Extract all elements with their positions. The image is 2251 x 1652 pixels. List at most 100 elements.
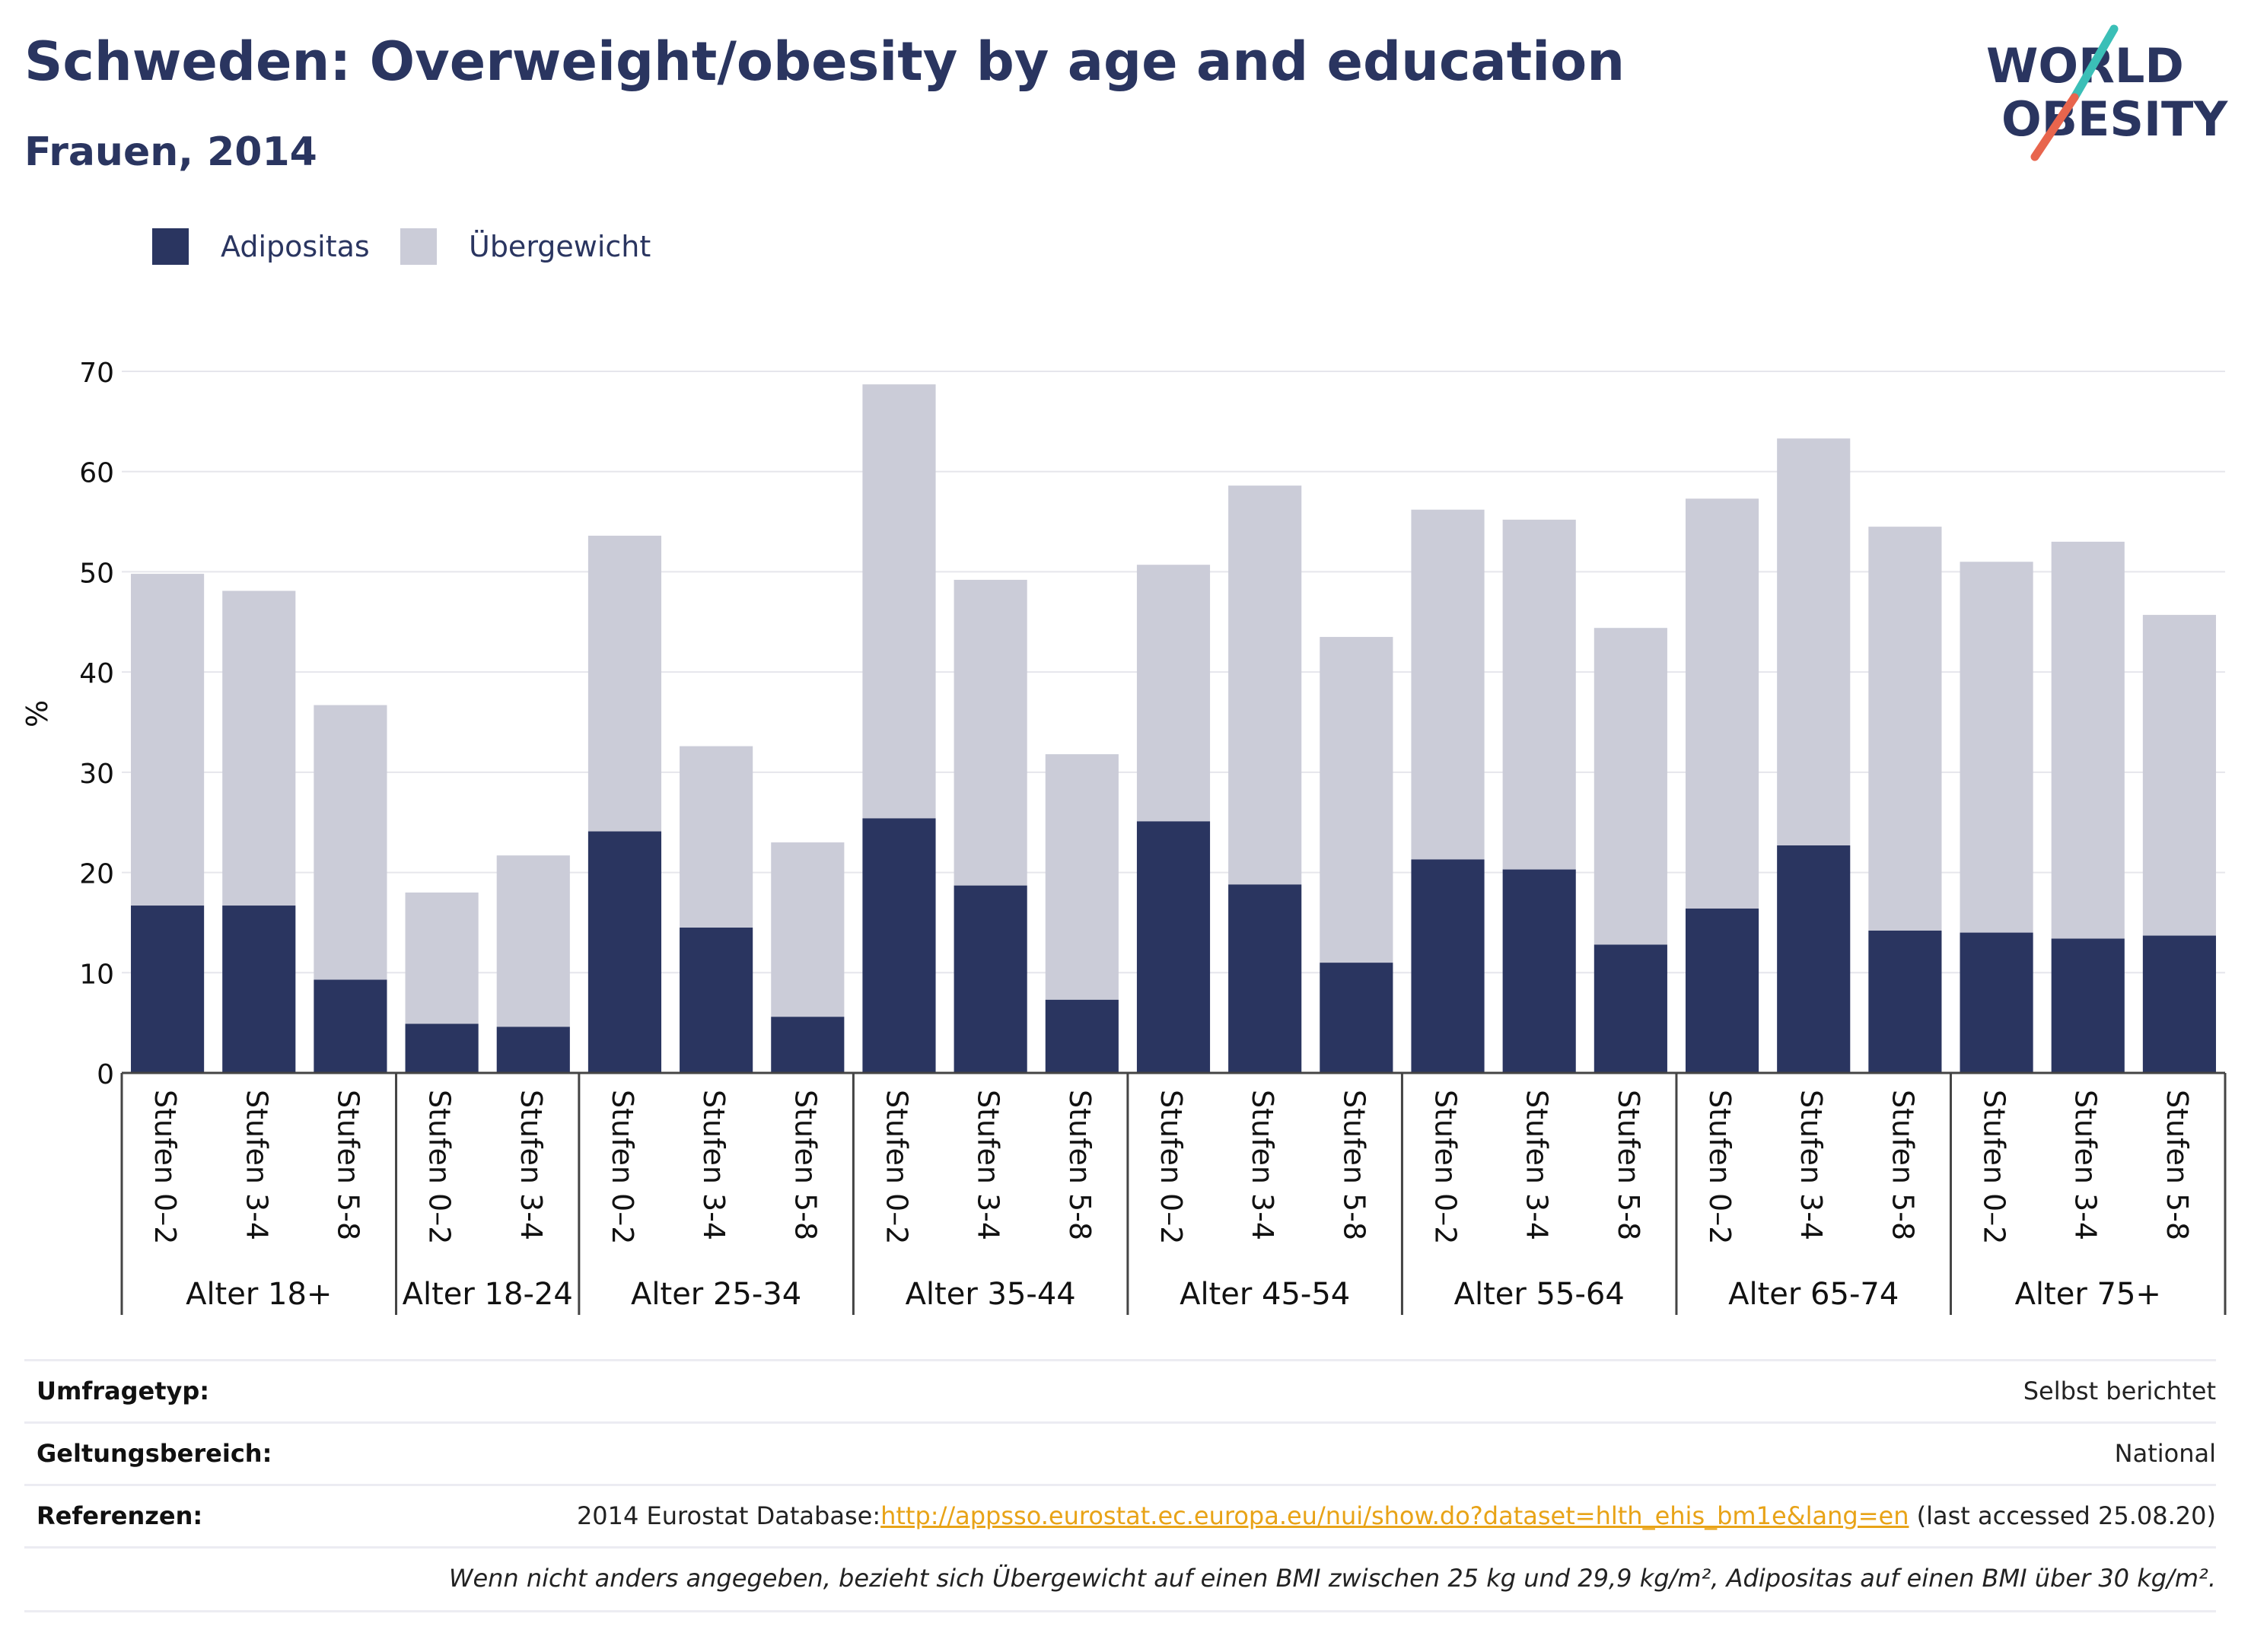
bar-uebergewicht bbox=[2142, 615, 2216, 936]
y-tick-label: 40 bbox=[79, 658, 114, 689]
bar-uebergewicht bbox=[1136, 565, 1211, 822]
y-tick-label: 60 bbox=[79, 458, 114, 489]
x-tick-label: Stufen 3-4 bbox=[2069, 1090, 2103, 1240]
x-group-label: Alter 65-74 bbox=[1728, 1277, 1899, 1312]
x-tick-label: Stufen 5-8 bbox=[788, 1090, 822, 1240]
bar-uebergewicht bbox=[1320, 637, 1393, 963]
bar-uebergewicht bbox=[680, 746, 753, 928]
reference-prefix: 2014 Eurostat Database: bbox=[576, 1501, 881, 1530]
y-axis-title: % bbox=[21, 700, 54, 727]
x-tick-label: Stufen 3-4 bbox=[240, 1090, 273, 1240]
x-tick-label: Stufen 5-8 bbox=[2160, 1090, 2194, 1240]
legend-swatch-uebergewicht bbox=[400, 228, 437, 265]
x-tick-label: Stufen 0–2 bbox=[606, 1090, 639, 1244]
x-group-label: Alter 75+ bbox=[2015, 1277, 2161, 1312]
x-group-label: Alter 18+ bbox=[186, 1277, 332, 1312]
x-tick-label: Stufen 0–2 bbox=[1429, 1090, 1463, 1244]
bar-adipositas bbox=[1685, 908, 1759, 1073]
bar-adipositas bbox=[2051, 938, 2125, 1073]
x-tick-label: Stufen 5-8 bbox=[331, 1090, 365, 1240]
bar-uebergewicht bbox=[405, 892, 479, 1024]
bar-chart: 0 10 20 30 40 50 60 70 Stufen 0–2 Stufen 3-4 Stuf… bbox=[21, 358, 2227, 1315]
x-tick-label: Stufen 3-4 bbox=[1520, 1090, 1554, 1240]
info-row-scope: Geltungsbereich: National bbox=[24, 1421, 2216, 1486]
bar-adipositas bbox=[222, 906, 296, 1073]
bar-uebergewicht bbox=[1960, 562, 2033, 933]
bar-uebergewicht bbox=[954, 579, 1027, 886]
reference-link[interactable]: http://appsso.eurostat.ec.europa.eu/nui/… bbox=[880, 1501, 1909, 1530]
x-tick-label: Stufen 0–2 bbox=[148, 1090, 182, 1244]
info-value-scope: National bbox=[2114, 1439, 2216, 1468]
x-group-label: Alter 18-24 bbox=[403, 1277, 573, 1312]
bar-adipositas bbox=[1777, 845, 1851, 1073]
bar-adipositas bbox=[496, 1027, 570, 1073]
info-table-bottom-border bbox=[24, 1610, 2216, 1612]
info-row-note: Wenn nicht anders angegeben, bezieht sic… bbox=[24, 1546, 2216, 1611]
y-tick-label: 30 bbox=[79, 759, 114, 790]
x-axis bbox=[120, 1071, 2227, 1315]
logo-line2: OBESITY bbox=[2001, 91, 2228, 147]
bar-uebergewicht bbox=[1411, 509, 1485, 860]
info-row-references: Referenzen: 2014 Eurostat Database:http:… bbox=[24, 1484, 2216, 1549]
x-tick-label: Stufen 0–2 bbox=[423, 1090, 457, 1244]
x-group-label: Alter 45-54 bbox=[1180, 1277, 1350, 1312]
info-value-survey-type: Selbst berichtet bbox=[2023, 1377, 2216, 1405]
bar-adipositas bbox=[954, 885, 1027, 1073]
x-tick-label: Stufen 0–2 bbox=[1154, 1090, 1188, 1244]
bars bbox=[131, 384, 2216, 1073]
bar-uebergewicht bbox=[314, 705, 387, 980]
bar-adipositas bbox=[1960, 932, 2033, 1073]
bar-adipositas bbox=[131, 906, 205, 1073]
bar-uebergewicht bbox=[771, 842, 845, 1017]
bar-uebergewicht bbox=[1685, 498, 1759, 909]
x-tick-label: Stufen 5-8 bbox=[1063, 1090, 1097, 1240]
bar-adipositas bbox=[862, 818, 936, 1073]
y-tick-label: 10 bbox=[79, 959, 114, 990]
x-tick-label: Stufen 0–2 bbox=[1703, 1090, 1737, 1244]
bmi-definition-note: Wenn nicht anders angegeben, bezieht sic… bbox=[448, 1564, 2216, 1593]
bar-uebergewicht bbox=[587, 536, 662, 832]
y-tick-label: 0 bbox=[97, 1059, 114, 1090]
bar-uebergewicht bbox=[2051, 541, 2125, 939]
bar-adipositas bbox=[405, 1023, 479, 1073]
logo-slash-bottom bbox=[2030, 93, 2079, 161]
x-tick-label: Stufen 0–2 bbox=[880, 1090, 913, 1244]
x-tick-label: Stufen 5-8 bbox=[1337, 1090, 1371, 1240]
info-label-survey-type: Umfragetyp: bbox=[37, 1377, 210, 1405]
x-group-label: Alter 55-64 bbox=[1454, 1277, 1625, 1312]
bar-adipositas bbox=[1868, 930, 1942, 1073]
x-group-label: Alter 35-44 bbox=[906, 1277, 1076, 1312]
legend-label-uebergewicht: Übergewicht bbox=[469, 230, 651, 263]
y-tick-label: 50 bbox=[79, 558, 114, 589]
bar-uebergewicht bbox=[1502, 519, 1576, 870]
bar-adipositas bbox=[1136, 821, 1211, 1073]
bar-adipositas bbox=[1411, 859, 1485, 1073]
bar-uebergewicht bbox=[131, 574, 205, 906]
y-tick-label: 20 bbox=[79, 859, 114, 890]
reference-suffix: (last accessed 25.08.20) bbox=[1909, 1501, 2216, 1530]
bar-uebergewicht bbox=[1594, 628, 1667, 945]
y-tick-labels: 0 10 20 30 40 50 60 70 bbox=[79, 358, 114, 1090]
legend-item-uebergewicht[interactable]: Übergewicht bbox=[400, 225, 651, 268]
bar-adipositas bbox=[587, 831, 662, 1073]
bar-adipositas bbox=[1045, 999, 1119, 1073]
legend-item-adipositas[interactable]: Adipositas bbox=[152, 225, 370, 268]
bar-adipositas bbox=[1502, 869, 1576, 1073]
bar-adipositas bbox=[1228, 884, 1302, 1073]
bar-uebergewicht bbox=[496, 855, 570, 1027]
y-tick-label: 70 bbox=[79, 358, 114, 389]
x-tick-label: Stufen 3-4 bbox=[972, 1090, 1005, 1240]
info-row-survey-type: Umfragetyp: Selbst berichtet bbox=[24, 1359, 2216, 1424]
bar-adipositas bbox=[1594, 944, 1667, 1073]
chart-title: Schweden: Overweight/obesity by age and … bbox=[24, 30, 1625, 93]
bar-adipositas bbox=[680, 928, 753, 1073]
legend-swatch-adipositas bbox=[152, 228, 189, 265]
info-label-references: Referenzen: bbox=[37, 1501, 203, 1530]
info-value-references: 2014 Eurostat Database:http://appsso.eur… bbox=[577, 1501, 2216, 1530]
world-obesity-logo: WORLD OBESITY bbox=[1986, 24, 2228, 161]
bar-adipositas bbox=[314, 979, 387, 1073]
x-tick-label: Stufen 3-4 bbox=[697, 1090, 731, 1240]
x-tick-label: Stufen 5-8 bbox=[1612, 1090, 1645, 1240]
bar-uebergewicht bbox=[222, 590, 296, 906]
bar-adipositas bbox=[1320, 963, 1393, 1073]
